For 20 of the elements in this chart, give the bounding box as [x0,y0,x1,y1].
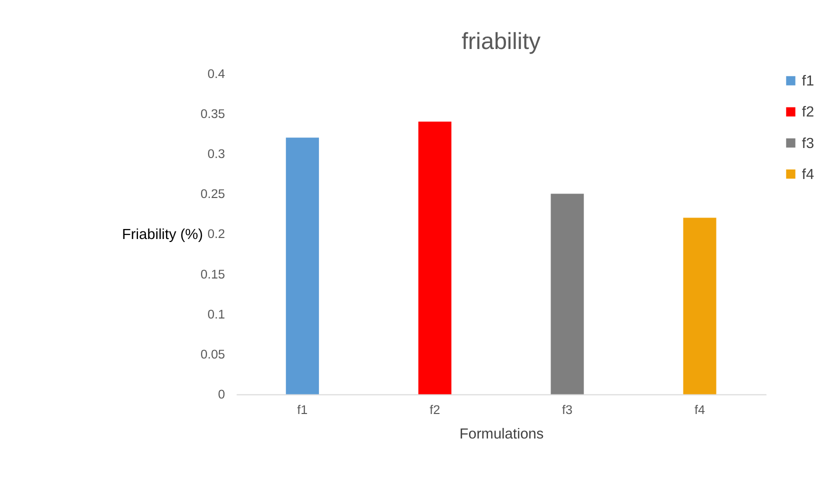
x-tick-label: f3 [562,403,573,418]
y-tick-label: 0.05 [200,348,226,362]
legend-label: f3 [802,136,814,152]
legend-label: f2 [802,104,814,121]
legend-label: f4 [802,166,814,183]
y-tick-label: 0.25 [200,187,226,202]
x-axis-title: Formulations [459,426,544,442]
x-tick-label: f2 [430,403,440,418]
x-tick-label: f1 [297,403,308,418]
y-tick-label: 0 [218,388,226,402]
chart-title: friability [462,28,541,54]
legend-label: f1 [802,74,814,90]
y-tick-label: 0.4 [207,66,226,81]
y-tick-label: 0.3 [207,147,226,162]
y-tick-label: 0.35 [200,106,226,121]
y-axis-title: Friability (%) [122,227,203,244]
y-tick-label: 0.1 [207,307,226,322]
x-tick-label: f4 [694,403,706,418]
y-tick-label: 0.15 [200,267,226,282]
y-tick-label: 0.2 [207,227,226,242]
